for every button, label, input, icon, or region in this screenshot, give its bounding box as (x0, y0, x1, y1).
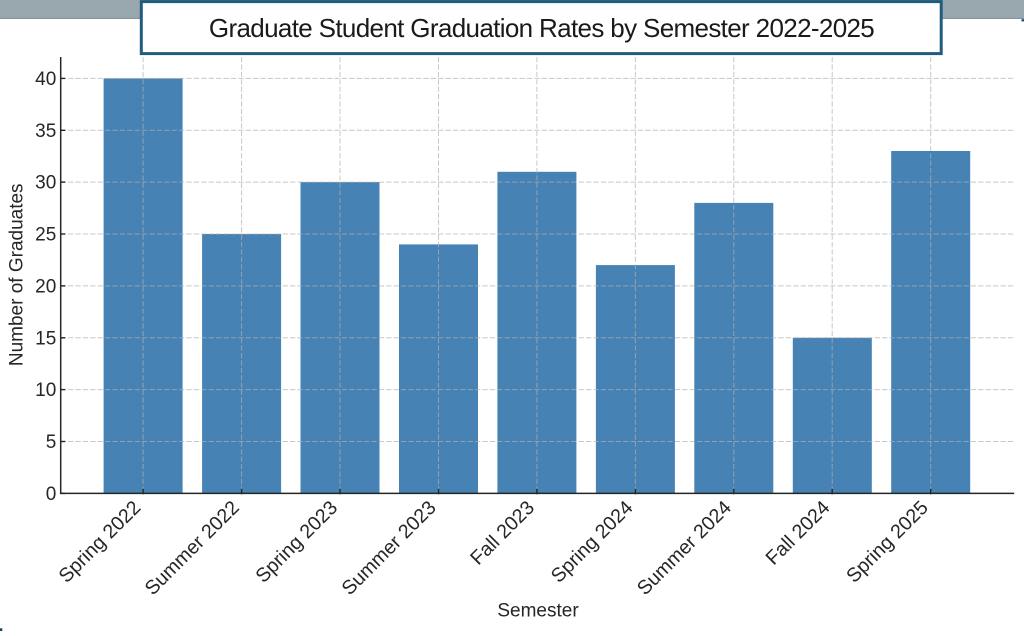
svg-text:15: 15 (35, 328, 56, 349)
svg-text:40: 40 (35, 69, 56, 90)
svg-text:10: 10 (35, 380, 56, 401)
svg-text:0: 0 (46, 484, 57, 505)
svg-text:Number of Graduates: Number of Graduates (7, 183, 28, 366)
svg-text:25: 25 (35, 225, 56, 246)
svg-text:35: 35 (35, 121, 56, 142)
svg-text:30: 30 (35, 173, 56, 194)
svg-text:5: 5 (46, 432, 57, 453)
svg-text:Semester: Semester (497, 601, 579, 622)
svg-text:20: 20 (35, 277, 56, 298)
svg-text:Graduate Student Graduation Ra: Graduate Student Graduation Rates by Sem… (209, 13, 874, 43)
